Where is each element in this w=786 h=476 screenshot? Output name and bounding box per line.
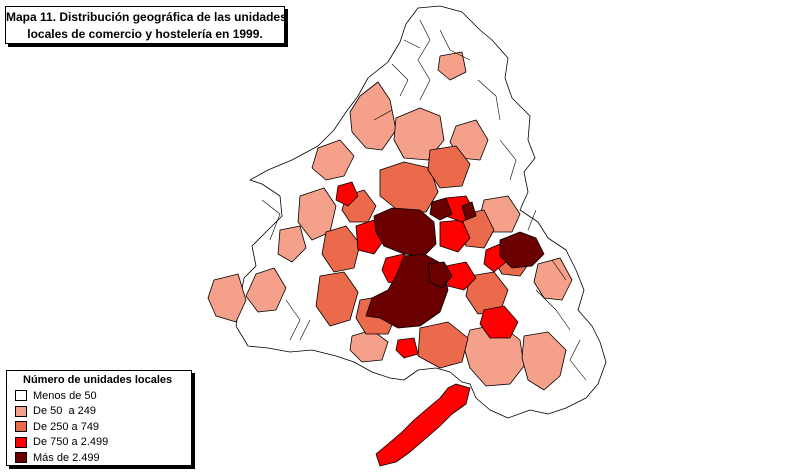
legend-item: Más de 2.499: [15, 450, 191, 466]
legend-label: Más de 2.499: [33, 451, 100, 464]
zone-dark-6: [427, 261, 453, 289]
zone-light-12: [533, 257, 573, 301]
zone-mid-2: [427, 145, 471, 189]
zone-light-6: [207, 273, 247, 323]
zone-red-5: [479, 305, 519, 339]
legend-label: Menos de 50: [33, 389, 97, 402]
zone-mid-3: [321, 225, 361, 273]
zone-mid-4: [315, 271, 359, 327]
legend-swatch-dark: [15, 452, 27, 464]
zone-light-9: [437, 51, 467, 81]
zone-dark-5: [461, 201, 477, 221]
legend-swatch-white: [15, 390, 27, 402]
legend-item: De 250 a 749: [15, 419, 191, 435]
legend-swatch-light: [15, 405, 27, 417]
zone-light-14: [277, 225, 307, 263]
legend-label: De 250 a 749: [33, 420, 100, 433]
legend-item: De 50 a 249: [15, 404, 191, 420]
zone-dark-1: [373, 207, 437, 257]
zone-mid-5: [417, 321, 469, 369]
map-title-line2: locales de comercio y hostelería en 1999…: [27, 27, 263, 41]
zone-red-8: [445, 261, 477, 291]
zone-light-5: [245, 267, 287, 313]
map-title: Mapa 11. Distribución geográfica de las …: [5, 6, 287, 44]
zone-red-6: [395, 337, 419, 359]
legend-item: De 750 a 2.499: [15, 435, 191, 451]
legend-label: De 50 a 249: [33, 405, 96, 418]
legend-item: Menos de 50: [15, 388, 191, 404]
legend-swatch-red: [15, 436, 27, 448]
zone-light-3: [311, 139, 355, 181]
zone-red-south: [375, 383, 471, 467]
zone-dark-3: [499, 231, 545, 269]
zone-dark-4: [429, 197, 453, 221]
legend-title: Número de unidades locales: [23, 374, 173, 386]
zone-light-1: [349, 81, 397, 151]
legend-swatch-mid: [15, 421, 27, 433]
map-legend: Número de unidades locales Menos de 50 D…: [6, 370, 192, 466]
map-title-line1: Mapa 11. Distribución geográfica de las …: [6, 10, 287, 24]
zone-light-11: [521, 331, 567, 391]
legend-label: De 750 a 2.499: [33, 436, 109, 449]
zone-red-1: [335, 181, 359, 207]
